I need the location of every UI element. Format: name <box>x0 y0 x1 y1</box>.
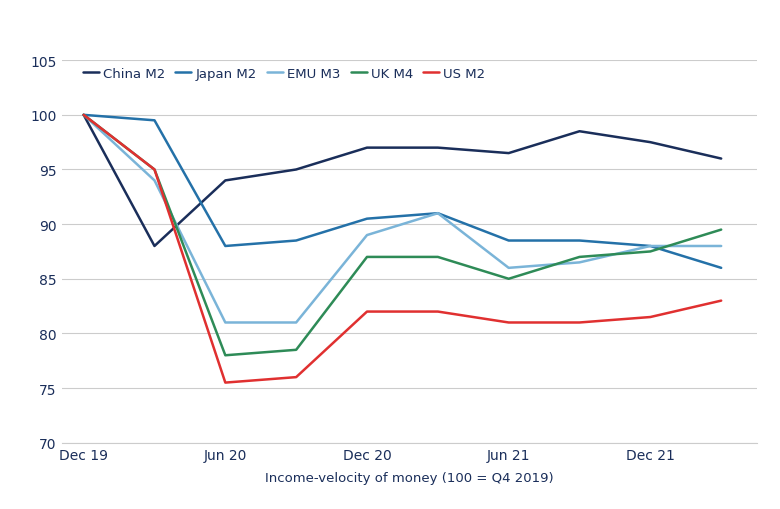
Line: EMU M3: EMU M3 <box>83 116 722 323</box>
Japan M2 <box>363 216 372 222</box>
Japan M2 <box>717 265 726 271</box>
China M2 <box>150 243 159 249</box>
UK M4 <box>363 254 372 261</box>
UK M4 <box>292 347 301 353</box>
Japan M2 <box>504 238 513 244</box>
China M2 <box>221 178 230 184</box>
US M2 <box>79 112 88 119</box>
China M2 <box>575 129 584 135</box>
US M2 <box>504 320 513 326</box>
UK M4 <box>504 276 513 282</box>
EMU M3 <box>363 233 372 239</box>
US M2 <box>292 374 301 380</box>
Legend: China M2, Japan M2, EMU M3, UK M4, US M2: China M2, Japan M2, EMU M3, UK M4, US M2 <box>83 68 485 80</box>
Japan M2 <box>646 243 655 249</box>
Line: China M2: China M2 <box>83 116 722 246</box>
UK M4 <box>150 167 159 173</box>
US M2 <box>717 298 726 304</box>
US M2 <box>575 320 584 326</box>
UK M4 <box>717 227 726 233</box>
Line: US M2: US M2 <box>83 116 722 383</box>
Japan M2 <box>221 243 230 249</box>
China M2 <box>363 145 372 151</box>
China M2 <box>433 145 442 151</box>
Japan M2 <box>79 112 88 119</box>
UK M4 <box>221 353 230 359</box>
UK M4 <box>79 112 88 119</box>
US M2 <box>221 380 230 386</box>
EMU M3 <box>433 211 442 217</box>
Japan M2 <box>433 211 442 217</box>
China M2 <box>292 167 301 173</box>
EMU M3 <box>717 243 726 249</box>
US M2 <box>150 167 159 173</box>
US M2 <box>433 309 442 315</box>
Japan M2 <box>575 238 584 244</box>
Japan M2 <box>150 118 159 124</box>
US M2 <box>646 315 655 321</box>
China M2 <box>717 156 726 162</box>
UK M4 <box>646 249 655 255</box>
EMU M3 <box>221 320 230 326</box>
China M2 <box>646 140 655 146</box>
Japan M2 <box>292 238 301 244</box>
Line: Japan M2: Japan M2 <box>83 116 722 268</box>
X-axis label: Income-velocity of money (100 = Q4 2019): Income-velocity of money (100 = Q4 2019) <box>265 471 554 484</box>
China M2 <box>79 112 88 119</box>
EMU M3 <box>79 112 88 119</box>
EMU M3 <box>150 178 159 184</box>
UK M4 <box>433 254 442 261</box>
EMU M3 <box>504 265 513 271</box>
EMU M3 <box>292 320 301 326</box>
EMU M3 <box>646 243 655 249</box>
China M2 <box>504 151 513 157</box>
UK M4 <box>575 254 584 261</box>
EMU M3 <box>575 260 584 266</box>
US M2 <box>363 309 372 315</box>
Line: UK M4: UK M4 <box>83 116 722 356</box>
